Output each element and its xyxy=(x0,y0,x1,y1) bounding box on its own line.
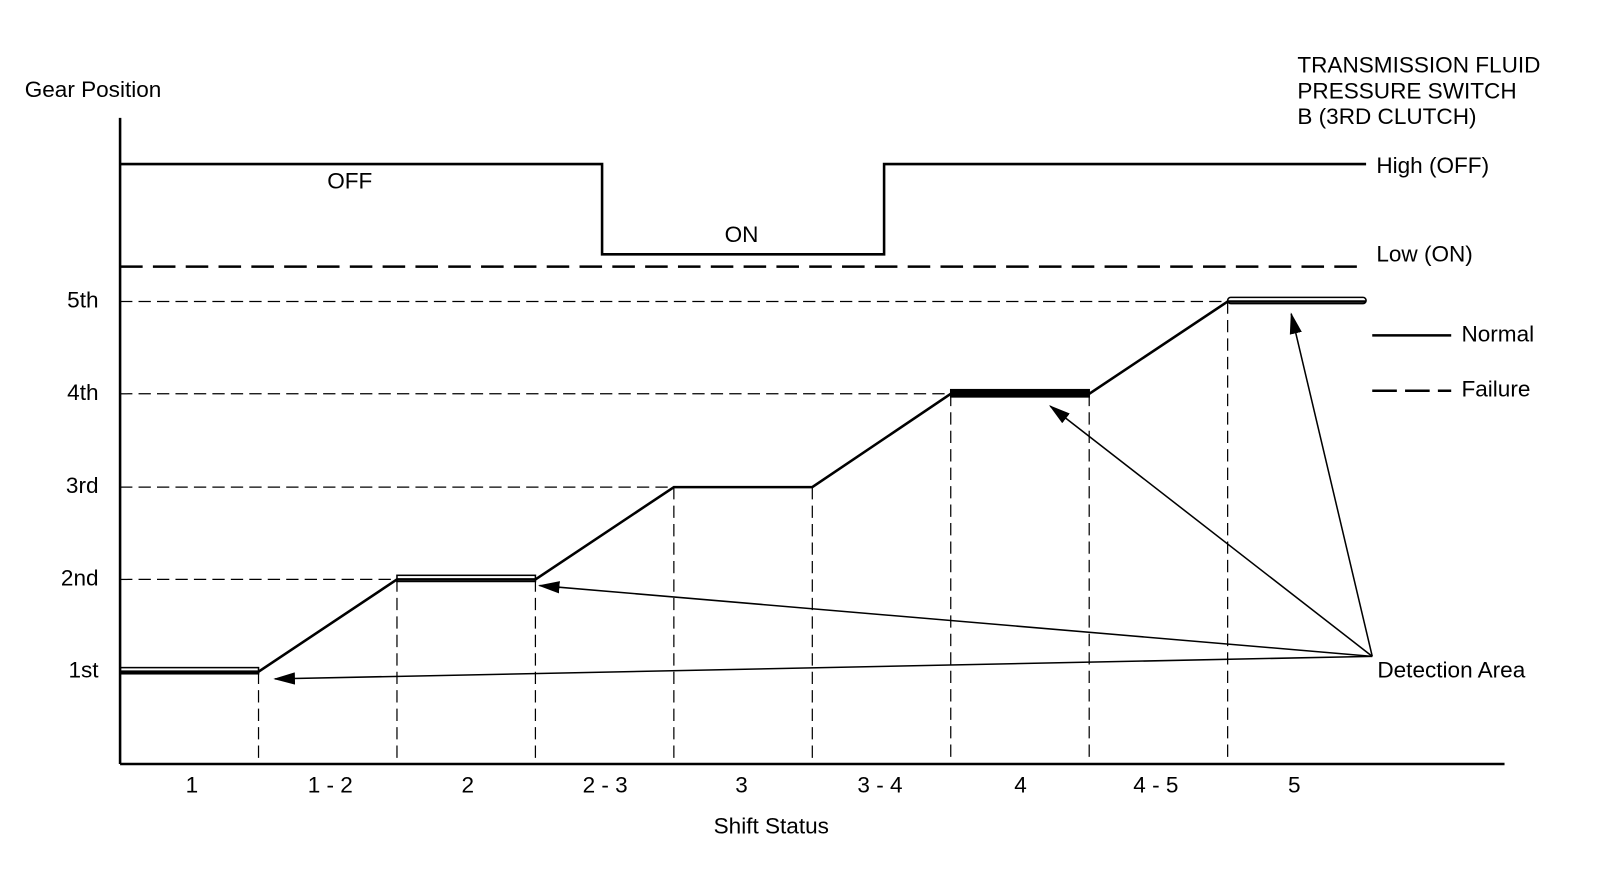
detection-segments xyxy=(119,296,1367,675)
axes xyxy=(118,117,1505,766)
shift-labels: 1 1 - 2 2 2 - 3 3 3 - 4 4 4 - 5 5 xyxy=(186,773,1301,798)
shift-label: 4 xyxy=(1014,773,1027,798)
shift-label: 2 xyxy=(461,773,474,798)
gear-label: 4th xyxy=(67,380,98,405)
legend-label: Failure xyxy=(1461,377,1530,402)
switch-title: B (3RD CLUTCH) xyxy=(1297,104,1476,129)
shift-label: 1 - 2 xyxy=(308,773,353,798)
legend: Normal Failure xyxy=(1372,321,1534,402)
shift-label: 5 xyxy=(1288,773,1301,798)
guide-lines xyxy=(120,300,1229,765)
state-label: ON xyxy=(725,222,759,247)
y-axis-label: Gear Position xyxy=(25,77,162,102)
gear-label: 3rd xyxy=(66,473,99,498)
annotation: Detection Area xyxy=(1377,658,1525,683)
x-axis-label: Shift Status xyxy=(714,814,829,839)
shift-label: 3 xyxy=(735,773,748,798)
switch-title: TRANSMISSION FLUID xyxy=(1297,53,1540,78)
shift-label: 1 xyxy=(186,773,199,798)
gear-label: 1st xyxy=(68,658,99,683)
shift-label: 4 - 5 xyxy=(1133,773,1178,798)
shift-label: 2 - 3 xyxy=(583,773,628,798)
gear-label: 5th xyxy=(67,287,98,312)
switch-title: PRESSURE SWITCH xyxy=(1297,78,1516,103)
shift-label: 3 - 4 xyxy=(857,773,902,798)
gear-line xyxy=(120,300,1367,673)
switch-signal xyxy=(120,162,1367,256)
legend-label: Normal xyxy=(1461,321,1534,346)
gear-label: 2nd xyxy=(61,565,99,590)
level-label: Low (ON) xyxy=(1376,241,1472,266)
detection-arrows xyxy=(273,312,1373,685)
state-label: OFF xyxy=(327,168,372,193)
level-label: High (OFF) xyxy=(1376,153,1489,178)
gear-labels: 1st 2nd 3rd 4th 5th xyxy=(61,287,99,682)
